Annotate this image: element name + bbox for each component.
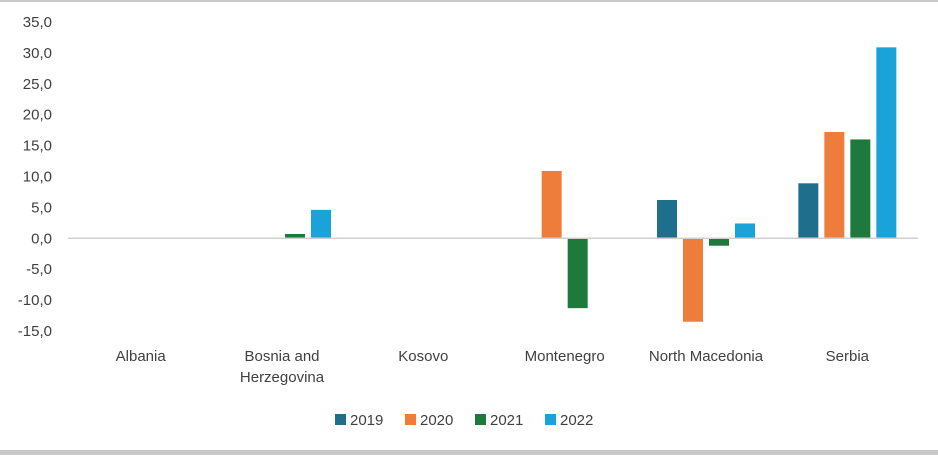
bars bbox=[285, 47, 897, 322]
bar bbox=[541, 170, 562, 239]
legend-label: 2019 bbox=[350, 412, 383, 429]
y-tick-label: 35,0 bbox=[23, 14, 52, 31]
bar bbox=[876, 47, 897, 239]
bar bbox=[735, 223, 755, 239]
y-tick-label: 20,0 bbox=[23, 107, 52, 124]
category-label: Montenegro bbox=[525, 348, 605, 365]
legend-label: 2021 bbox=[490, 412, 523, 429]
category-label: Serbia bbox=[826, 348, 870, 365]
bar bbox=[798, 183, 819, 239]
y-tick-label: -15,0 bbox=[18, 323, 52, 340]
category-label: Kosovo bbox=[398, 348, 448, 365]
y-tick-label: 25,0 bbox=[23, 76, 52, 93]
legend-swatch bbox=[405, 414, 416, 425]
legend-label: 2022 bbox=[560, 412, 593, 429]
bar bbox=[567, 238, 588, 309]
category-labels: Albania Bosnia and Herzegovina Kosovo Monten… bbox=[116, 348, 870, 386]
y-tick-label: 5,0 bbox=[31, 199, 52, 216]
legend-swatch bbox=[475, 414, 486, 425]
bar bbox=[657, 199, 677, 239]
bar bbox=[683, 238, 703, 322]
y-tick-label: -10,0 bbox=[18, 292, 52, 309]
bar bbox=[824, 132, 845, 239]
bar bbox=[850, 139, 871, 239]
y-tick-label: 30,0 bbox=[23, 45, 52, 62]
category-label: Albania bbox=[116, 348, 167, 365]
legend-swatch bbox=[545, 414, 556, 425]
top-border bbox=[0, 0, 938, 2]
y-tick-label: 0,0 bbox=[31, 230, 52, 247]
bottom-border bbox=[0, 450, 938, 455]
bar bbox=[311, 209, 331, 239]
category-label: North Macedonia bbox=[649, 348, 764, 365]
legend-label: 2020 bbox=[420, 412, 453, 429]
legend-swatch bbox=[335, 414, 346, 425]
y-tick-label: 15,0 bbox=[23, 138, 52, 155]
bar bbox=[285, 233, 305, 239]
category-label: Bosnia and Herzegovina bbox=[240, 348, 325, 386]
y-axis-ticks: 35,0 30,0 25,0 20,0 15,0 10,0 5,0 0,0 -5,0 -10,0 -… bbox=[18, 14, 52, 340]
bar bbox=[709, 238, 729, 246]
y-tick-label: -5,0 bbox=[26, 261, 52, 278]
y-tick-label: 10,0 bbox=[23, 169, 52, 186]
legend: 2019 2020 2021 2022 bbox=[335, 412, 593, 429]
